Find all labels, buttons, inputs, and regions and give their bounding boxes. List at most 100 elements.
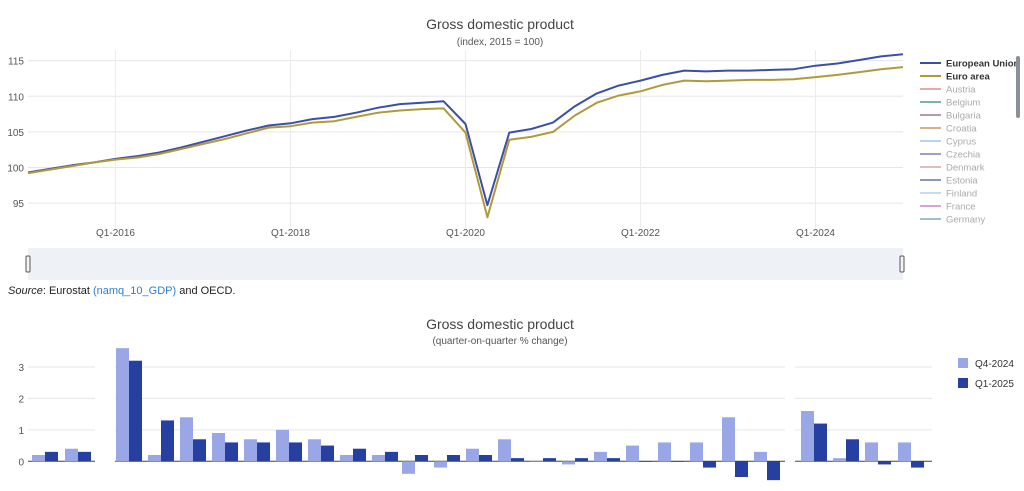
y-tick-label: 115 (8, 57, 24, 68)
bar-q4-2024[interactable] (801, 411, 814, 462)
bar-q4-2024[interactable] (658, 442, 671, 462)
x-tick-label: Q1-2016 (96, 228, 135, 239)
bar-q1-2025[interactable] (703, 461, 716, 468)
bar-q4-2024[interactable] (180, 417, 193, 462)
bar-q1-2025[interactable] (511, 458, 524, 462)
bar-q1-2025[interactable] (575, 458, 588, 462)
bar-q4-2024[interactable] (402, 461, 415, 474)
y-tick-label: 2 (18, 394, 24, 405)
bar-q4-2024[interactable] (32, 455, 45, 462)
bar-q1-2025[interactable] (767, 461, 780, 481)
bar-q4-2024[interactable] (148, 455, 161, 462)
bar-q4-2024[interactable] (244, 439, 257, 462)
bar-q1-2025[interactable] (415, 455, 428, 462)
series-line-euro-area[interactable] (27, 66, 904, 219)
bar-q1-2025[interactable] (161, 420, 174, 462)
bar-q1-2025[interactable] (257, 442, 270, 462)
legend-item-austria[interactable]: Austria (920, 85, 976, 96)
legend-swatch (958, 378, 968, 388)
legend-label: Q1-2025 (975, 379, 1014, 390)
legend-item-euro-area[interactable]: Euro area (920, 72, 991, 83)
bar-q1-2025[interactable] (289, 442, 302, 462)
legend-item-cyprus[interactable]: Cyprus (920, 137, 976, 148)
bar-q1-2025[interactable] (385, 451, 398, 462)
x-tick-label: Q1-2018 (271, 228, 310, 239)
legend-label: Germany (946, 215, 985, 226)
source-note: Source: Eurostat (namq_10_GDP) and OECD. (8, 285, 235, 297)
bar-q4-2024[interactable] (898, 442, 911, 462)
bar-q4-2024[interactable] (276, 429, 289, 462)
legend-label: Czechia (946, 150, 981, 161)
bar-q4-2024[interactable] (833, 458, 846, 462)
bar-q1-2025[interactable] (543, 458, 556, 462)
bar-q4-2024[interactable] (690, 442, 703, 462)
bar-q4-2024[interactable] (212, 433, 225, 462)
legend-label: Croatia (946, 124, 977, 135)
bar-q4-2024[interactable] (340, 455, 353, 462)
y-tick-label: 3 (18, 363, 24, 374)
line-chart-title: Gross domestic product (426, 16, 574, 32)
bar-q1-2025[interactable] (735, 461, 748, 477)
x-tick-label: Q1-2022 (621, 228, 660, 239)
bar-q4-2024[interactable] (498, 439, 511, 462)
legend-item-finland[interactable]: Finland (920, 189, 977, 200)
legend-item-estonia[interactable]: Estonia (920, 176, 978, 187)
legend-item-croatia[interactable]: Croatia (920, 124, 977, 135)
bar-q1-2025[interactable] (846, 439, 859, 462)
y-tick-label: 105 (7, 128, 24, 139)
navigator-handle-left[interactable] (25, 255, 31, 273)
legend-item-european-union[interactable]: European Union (920, 59, 1020, 70)
bar-q1-2025[interactable] (78, 451, 91, 462)
bar-q1-2025[interactable] (353, 448, 366, 462)
bar-q1-2025[interactable] (814, 423, 827, 462)
legend-scrollbar[interactable] (1016, 56, 1020, 118)
navigator-track[interactable] (28, 248, 903, 280)
bar-q1-2025[interactable] (129, 360, 142, 462)
bar-q4-2024[interactable] (562, 461, 575, 465)
bar-q4-2024[interactable] (722, 417, 735, 462)
legend-label: Estonia (946, 176, 978, 187)
legend-item-czechia[interactable]: Czechia (920, 150, 981, 161)
legend-label: Austria (946, 85, 976, 96)
bar-q4-2024[interactable] (434, 461, 447, 468)
bar-q4-2024[interactable] (754, 451, 767, 462)
bar-q1-2025[interactable] (321, 445, 334, 462)
bar-q1-2025[interactable] (479, 455, 492, 462)
bar-q4-2024[interactable] (466, 448, 479, 462)
legend-item-denmark[interactable]: Denmark (920, 163, 985, 174)
y-tick-label: 110 (8, 92, 24, 103)
bar-q1-2025[interactable] (45, 451, 58, 462)
bar-q1-2025[interactable] (671, 461, 684, 462)
bar-q1-2025[interactable] (447, 455, 460, 462)
navigator-handle-right[interactable] (899, 255, 905, 273)
bar-q1-2025[interactable] (911, 461, 924, 468)
legend-item-q1-2025[interactable]: Q1-2025 (958, 378, 1014, 390)
source-text-before: : Eurostat (42, 285, 93, 297)
bar-chart-subtitle: (quarter-on-quarter % change) (432, 336, 568, 347)
series-line-european-union[interactable] (27, 53, 904, 207)
bar-q1-2025[interactable] (225, 442, 238, 462)
bar-q4-2024[interactable] (372, 455, 385, 462)
line-chart: 95 100 105 110 115 Q1-2016 Q1-2018 Q1-2020 Q1-20… (7, 50, 1020, 280)
bar-q4-2024[interactable] (308, 439, 321, 462)
bar-q4-2024[interactable] (65, 448, 78, 462)
legend-item-germany[interactable]: Germany (920, 215, 985, 226)
bar-q4-2024[interactable] (626, 445, 639, 462)
legend-item-france[interactable]: France (920, 202, 976, 213)
bar-q4-2024[interactable] (116, 348, 129, 462)
legend-item-bulgaria[interactable]: Bulgaria (920, 111, 982, 122)
bar-q1-2025[interactable] (193, 439, 206, 462)
legend-item-q4-2024[interactable]: Q4-2024 (958, 358, 1014, 370)
legend-item-belgium[interactable]: Belgium (920, 98, 980, 109)
bar-chart-title: Gross domestic product (426, 316, 574, 332)
y-tick-label: 95 (13, 199, 25, 210)
source-link[interactable]: (namq_10_GDP) (93, 285, 177, 297)
legend-label: Bulgaria (946, 111, 982, 122)
bar-q4-2024[interactable] (530, 461, 543, 462)
legend-label: Cyprus (946, 137, 976, 148)
bar-q1-2025[interactable] (639, 461, 652, 462)
bar-q1-2025[interactable] (878, 461, 891, 465)
bar-q1-2025[interactable] (607, 458, 620, 462)
bar-q4-2024[interactable] (865, 442, 878, 462)
bar-q4-2024[interactable] (594, 451, 607, 462)
